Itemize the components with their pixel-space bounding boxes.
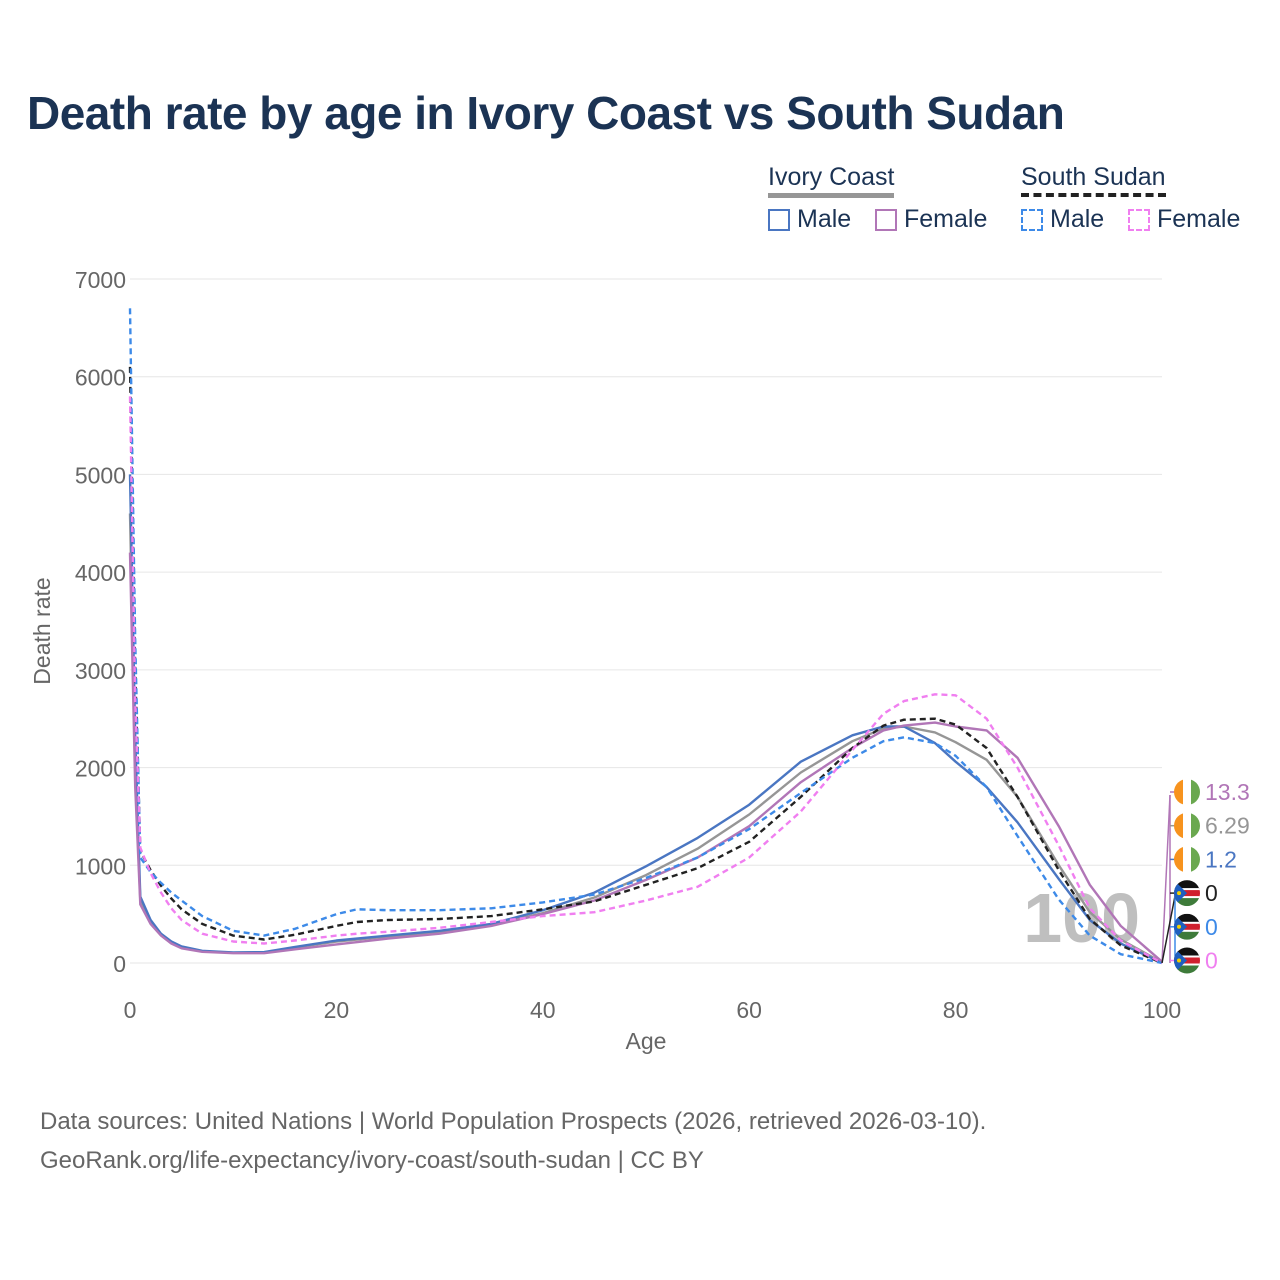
legend-label: Female: [1157, 205, 1241, 233]
legend-item-ivory-coast-male[interactable]: Male: [768, 205, 851, 234]
end-connector: [1161, 794, 1171, 964]
flag-south-sudan-icon: [1174, 913, 1200, 940]
flag-stripe: [1174, 929, 1200, 932]
flag-stripe: [1174, 963, 1200, 966]
end-value-label: 6.29: [1205, 813, 1250, 839]
legend-item-ivory-coast-female[interactable]: Female: [875, 205, 987, 234]
flag-body: [1174, 846, 1200, 873]
x-tick-label: 100: [1143, 997, 1181, 1023]
y-axis-label: Death rate: [29, 577, 55, 684]
y-tick-label: 4000: [75, 560, 126, 586]
legend-label: Male: [797, 205, 852, 233]
flag-body: [1174, 812, 1200, 839]
flag-stripe: [1191, 812, 1200, 839]
legend-swatch-dashed: [1021, 208, 1043, 231]
y-tick-label: 0: [113, 951, 126, 977]
end-value-label: 13.3: [1205, 779, 1250, 805]
flag-stripe: [1174, 965, 1200, 974]
series-line-ic-total: [128, 513, 1163, 964]
flag-stripe: [1174, 888, 1200, 891]
flag-body: [1174, 913, 1200, 940]
footer-link[interactable]: GeoRank.org/life-expectancy/ivory-coast/…: [40, 1147, 704, 1174]
legend-group-label: South Sudan: [1021, 163, 1166, 197]
legend-item-south-sudan-male[interactable]: Male: [1021, 205, 1104, 234]
y-tick-label: 1000: [75, 853, 126, 879]
legend-item-south-sudan-female[interactable]: Female: [1128, 205, 1240, 234]
flag-stripe: [1174, 779, 1183, 805]
flag-stripe: [1174, 880, 1200, 890]
legend-group-label: Ivory Coast: [768, 163, 895, 198]
series-line-ic-male: [128, 474, 1163, 964]
footer-sources: Data sources: United Nations | World Pop…: [40, 1108, 987, 1135]
end-value-label: 0: [1205, 880, 1218, 906]
flag-stripe: [1183, 846, 1191, 873]
y-tick-label: 2000: [75, 756, 126, 782]
chart-title: Death rate by age in Ivory Coast vs Sout…: [27, 87, 1065, 139]
flag-ivory-coast-icon: [1174, 779, 1200, 805]
flag-stripe: [1174, 812, 1183, 839]
flag-body: [1174, 947, 1200, 974]
end-value-label: 0: [1205, 948, 1218, 974]
series-line-ss-male: [128, 308, 1163, 965]
series-line-ss-female: [128, 396, 1163, 965]
legend-swatch-solid: [768, 208, 790, 231]
flag-stripe: [1174, 921, 1200, 924]
flag-stripe: [1191, 846, 1200, 873]
legend-swatch-dashed: [1128, 208, 1150, 231]
flag-stripe: [1174, 931, 1200, 940]
flag-stripe: [1183, 812, 1191, 839]
y-tick-label: 7000: [75, 267, 126, 293]
y-tick-label: 3000: [75, 658, 126, 684]
flag-stripe: [1174, 846, 1183, 873]
end-value-label: 1.2: [1205, 846, 1237, 872]
x-tick-label: 20: [324, 997, 350, 1023]
flag-stripe: [1183, 779, 1191, 805]
legend-swatch-solid: [875, 208, 897, 231]
flag-ivory-coast-icon: [1174, 846, 1200, 873]
series-line-ic-female: [128, 552, 1163, 963]
flag-stripe: [1174, 955, 1200, 958]
flag-body: [1174, 880, 1200, 907]
series-line-ss-total: [128, 366, 1163, 965]
flag-stripe: [1191, 779, 1200, 805]
legend-group-ivory-coast[interactable]: Ivory Coast: [768, 163, 895, 198]
legend-label: Male: [1050, 205, 1105, 233]
x-tick-label: 80: [943, 997, 969, 1023]
legend-group-south-sudan[interactable]: South Sudan: [1021, 163, 1166, 197]
flag-star: [1177, 891, 1181, 896]
end-connector: [1161, 895, 1176, 964]
x-tick-label: 60: [736, 997, 762, 1023]
y-tick-label: 6000: [75, 365, 126, 391]
flag-stripe: [1174, 947, 1200, 957]
x-tick-label: 40: [530, 997, 556, 1023]
y-tick-label: 5000: [75, 462, 126, 488]
flag-ivory-coast-icon: [1174, 812, 1200, 839]
flag-stripe: [1174, 913, 1200, 923]
x-axis-label: Age: [626, 1028, 667, 1054]
x-tick-label: 0: [124, 997, 137, 1023]
legend-label: Female: [904, 205, 988, 233]
flag-stripe: [1174, 896, 1200, 899]
flag-stripe: [1174, 898, 1200, 907]
flag-star: [1177, 924, 1181, 929]
end-value-label: 0: [1205, 914, 1218, 940]
flag-south-sudan-icon: [1174, 947, 1200, 974]
flag-south-sudan-icon: [1174, 880, 1200, 907]
flag-body: [1174, 779, 1200, 805]
flag-star: [1177, 958, 1181, 963]
